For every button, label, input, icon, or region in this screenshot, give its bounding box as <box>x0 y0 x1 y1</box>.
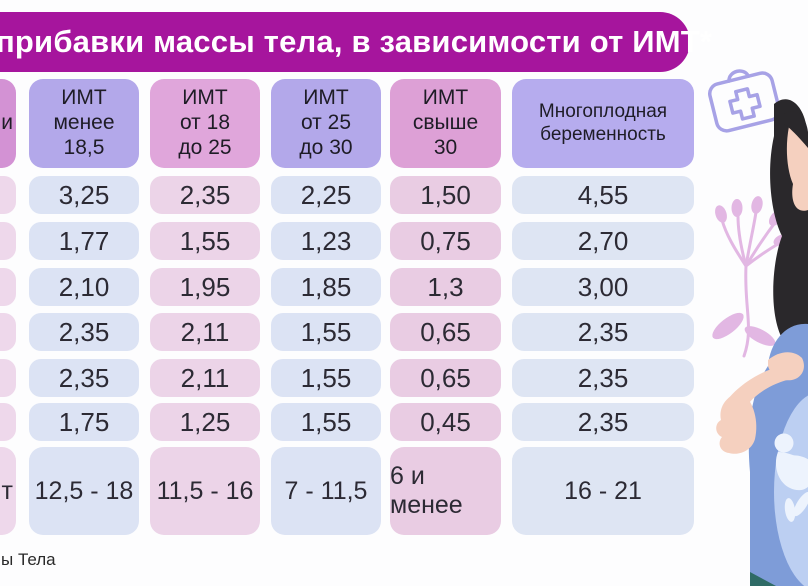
cell-bmi-over-30-row-3: 1,3 <box>390 268 501 306</box>
cell-bmi-25-30-row-1: 2,25 <box>271 176 381 214</box>
cell-bmi-over-30-total: 6 и менее <box>390 447 501 535</box>
cell-bmi-25-30-row-5: 1,55 <box>271 359 381 397</box>
cell-pregnancy-period-row-3 <box>0 268 16 306</box>
column-bmi-over-30: ИМТ свыше 30 1,50 0,75 1,3 0,65 0,65 0,45 6 и м… <box>390 0 501 586</box>
footnote-text: ы Тела <box>1 550 56 569</box>
face <box>786 119 808 211</box>
column-header-multiple-pregnancy: Многоплодная беременность <box>512 79 694 168</box>
cell-pregnancy-period-row-1 <box>0 176 16 214</box>
left-hand <box>716 392 757 454</box>
column-header-pregnancy-period: и <box>0 79 16 168</box>
cell-multiple-pregnancy-row-6: 2,35 <box>512 403 694 441</box>
skirt-accent <box>750 572 776 586</box>
cell-bmi-under-18-5-row-6: 1,75 <box>29 403 139 441</box>
flower-illustration <box>712 196 789 358</box>
cell-bmi-under-18-5-row-5: 2,35 <box>29 359 139 397</box>
cell-pregnancy-period-row-6 <box>0 403 16 441</box>
cell-bmi-18-25-row-3: 1,95 <box>150 268 260 306</box>
column-multiple-pregnancy: Многоплодная беременность 4,55 2,70 3,00 2,3… <box>512 0 694 586</box>
page-title: прибавки массы тела, в зависимости от ИМ… <box>0 24 713 59</box>
pregnant-woman-illustration <box>716 99 808 586</box>
cell-bmi-25-30-row-3: 1,85 <box>271 268 381 306</box>
cell-bmi-18-25-total: 11,5 - 16 <box>150 447 260 535</box>
cell-multiple-pregnancy-row-5: 2,35 <box>512 359 694 397</box>
cell-pregnancy-period-row-4 <box>0 313 16 351</box>
cell-bmi-over-30-row-1: 1,50 <box>390 176 501 214</box>
cell-bmi-under-18-5-row-1: 3,25 <box>29 176 139 214</box>
right-illustration <box>708 69 808 586</box>
cell-bmi-over-30-row-4: 0,65 <box>390 313 501 351</box>
cell-pregnancy-period-row-5 <box>0 359 16 397</box>
cell-multiple-pregnancy-row-3: 3,00 <box>512 268 694 306</box>
cell-bmi-18-25-row-4: 2,11 <box>150 313 260 351</box>
cell-bmi-25-30-total: 7 - 11,5 <box>271 447 381 535</box>
cell-multiple-pregnancy-row-2: 2,70 <box>512 222 694 260</box>
cell-bmi-25-30-row-2: 1,23 <box>271 222 381 260</box>
title-banner: прибавки массы тела, в зависимости от ИМ… <box>0 12 712 72</box>
column-header-bmi-over-30: ИМТ свыше 30 <box>390 79 501 168</box>
column-header-bmi-18-25: ИМТ от 18 до 25 <box>150 79 260 168</box>
column-bmi-under-18-5: ИМТ менее 18,5 3,25 1,77 2,10 2,35 2,35 1,75 12… <box>29 0 139 586</box>
cell-bmi-25-30-row-4: 1,55 <box>271 313 381 351</box>
cell-bmi-over-30-row-2: 0,75 <box>390 222 501 260</box>
cell-multiple-pregnancy-row-1: 4,55 <box>512 176 694 214</box>
cell-bmi-under-18-5-total: 12,5 - 18 <box>29 447 139 535</box>
cell-bmi-under-18-5-row-2: 1,77 <box>29 222 139 260</box>
column-header-bmi-under-18-5: ИМТ менее 18,5 <box>29 79 139 168</box>
cell-bmi-18-25-row-5: 2,11 <box>150 359 260 397</box>
column-bmi-25-30: ИМТ от 25 до 30 2,25 1,23 1,85 1,55 1,55 1,55 7… <box>271 0 381 586</box>
cell-bmi-18-25-row-6: 1,25 <box>150 403 260 441</box>
cell-multiple-pregnancy-total: 16 - 21 <box>512 447 694 535</box>
cell-bmi-18-25-row-2: 1,55 <box>150 222 260 260</box>
cell-bmi-under-18-5-row-3: 2,10 <box>29 268 139 306</box>
cell-pregnancy-period-row-2 <box>0 222 16 260</box>
cell-pregnancy-period-total: т <box>0 447 16 535</box>
column-header-bmi-25-30: ИМТ от 25 до 30 <box>271 79 381 168</box>
cell-bmi-over-30-row-5: 0,65 <box>390 359 501 397</box>
fetus-silhouette <box>774 433 808 522</box>
cell-bmi-25-30-row-6: 1,55 <box>271 403 381 441</box>
column-bmi-18-25: ИМТ от 18 до 25 2,35 1,55 1,95 2,11 2,11 1,25 1… <box>150 0 260 586</box>
hair-front-strand <box>784 111 808 148</box>
cell-bmi-under-18-5-row-4: 2,35 <box>29 313 139 351</box>
medical-kit-icon <box>708 69 781 133</box>
cell-bmi-18-25-row-1: 2,35 <box>150 176 260 214</box>
cell-multiple-pregnancy-row-4: 2,35 <box>512 313 694 351</box>
cell-bmi-over-30-row-6: 0,45 <box>390 403 501 441</box>
